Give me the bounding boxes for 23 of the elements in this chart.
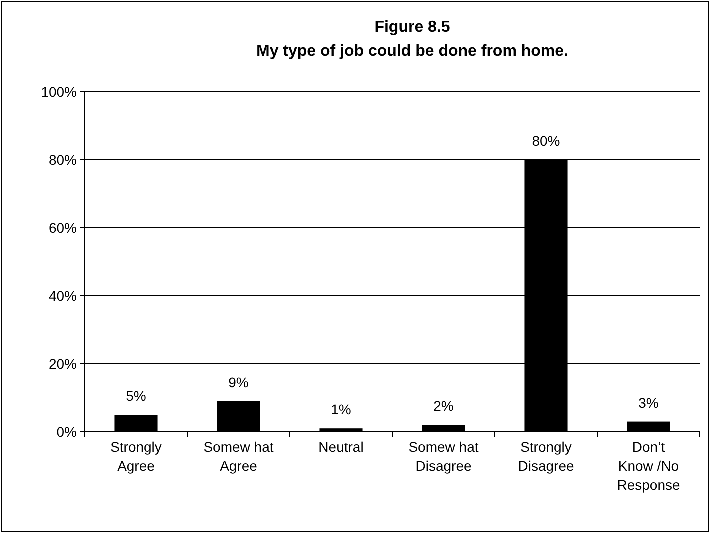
x-tick-label: Neutral	[318, 439, 364, 455]
y-tick-label: 60%	[48, 220, 77, 236]
x-tick-label: Strongly Disagree	[518, 439, 574, 474]
bar	[422, 425, 466, 432]
bar	[217, 401, 260, 432]
x-tick-label: Somew hat Agree	[204, 439, 274, 474]
chart-title: Figure 8.5 My type of job could be done from home.	[256, 19, 569, 60]
y-tick-label: 100%	[41, 84, 77, 100]
bar	[114, 415, 158, 432]
y-tick-label: 20%	[48, 356, 77, 372]
x-tick-label: Somew hat Disagree	[408, 439, 479, 474]
data-label: 9%	[228, 374, 249, 390]
y-tick-label: 80%	[48, 152, 77, 168]
x-tick-label: Don’t Know /No Response	[617, 439, 680, 493]
y-tick-label: 40%	[48, 288, 77, 304]
y-tick-label: 0%	[56, 424, 77, 440]
data-label: 1%	[331, 402, 352, 418]
data-label: 3%	[638, 394, 659, 411]
data-label: 2%	[434, 398, 454, 414]
data-label: 80%	[532, 133, 560, 149]
bar	[627, 422, 670, 432]
data-label: 5%	[126, 388, 146, 404]
x-tick-label: Strongly Agree	[110, 439, 162, 474]
